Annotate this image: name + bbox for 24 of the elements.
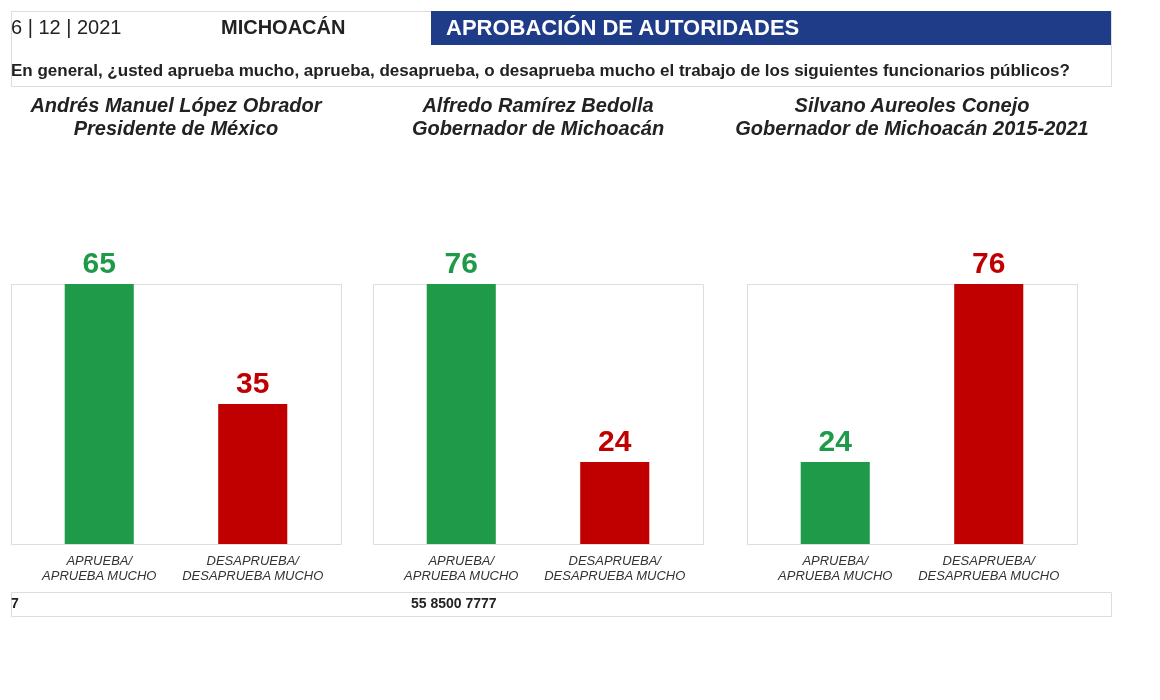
- text: 6 | 12 | 2021: [11, 16, 122, 38]
- text: En general, ¿usted aprueba mucho, aprueba, desaprueba, o desaprueba mucho el trabajo de los siguientes funcionarios públicos?: [11, 61, 1070, 80]
- data-label: 35: [236, 366, 270, 399]
- data-label: 24: [598, 423, 632, 457]
- chart-title: Silvano Aureoles Conejo: [794, 94, 1030, 116]
- x-tick-label: DESAPRUEBA/ DESAPRUEBA MUCHO: [544, 552, 686, 583]
- text: 7: [11, 595, 19, 611]
- data-label: 65: [82, 246, 116, 279]
- text: APROBACIÓN DE AUTORIDADES: [446, 15, 800, 40]
- x-tick-label: APRUEBA/ APRUEBA MUCHO: [403, 552, 519, 583]
- chart-subtitle: Gobernador de Michoacán 2015-2021: [735, 117, 1089, 139]
- data-label: 24: [818, 423, 853, 457]
- chart-subtitle: Presidente de México: [73, 117, 279, 139]
- text: MICHOACÁN: [221, 16, 346, 38]
- x-tick-label: APRUEBA/ APRUEBA MUCHO: [777, 552, 893, 583]
- text: 55 8500 7777: [411, 595, 497, 611]
- chart-subtitle: Gobernador de Michoacán: [411, 117, 665, 139]
- x-tick-label: DESAPRUEBA/ DESAPRUEBA MUCHO: [182, 552, 324, 583]
- data-label: 76: [444, 246, 478, 279]
- chart-title: Alfredo Ramírez Bedolla: [421, 94, 654, 116]
- chart-title: Andrés Manuel López Obrador: [29, 94, 323, 116]
- x-tick-label: DESAPRUEBA/ DESAPRUEBA MUCHO: [918, 552, 1060, 583]
- data-label: 76: [972, 246, 1006, 279]
- x-tick-label: APRUEBA/ APRUEBA MUCHO: [41, 552, 157, 583]
